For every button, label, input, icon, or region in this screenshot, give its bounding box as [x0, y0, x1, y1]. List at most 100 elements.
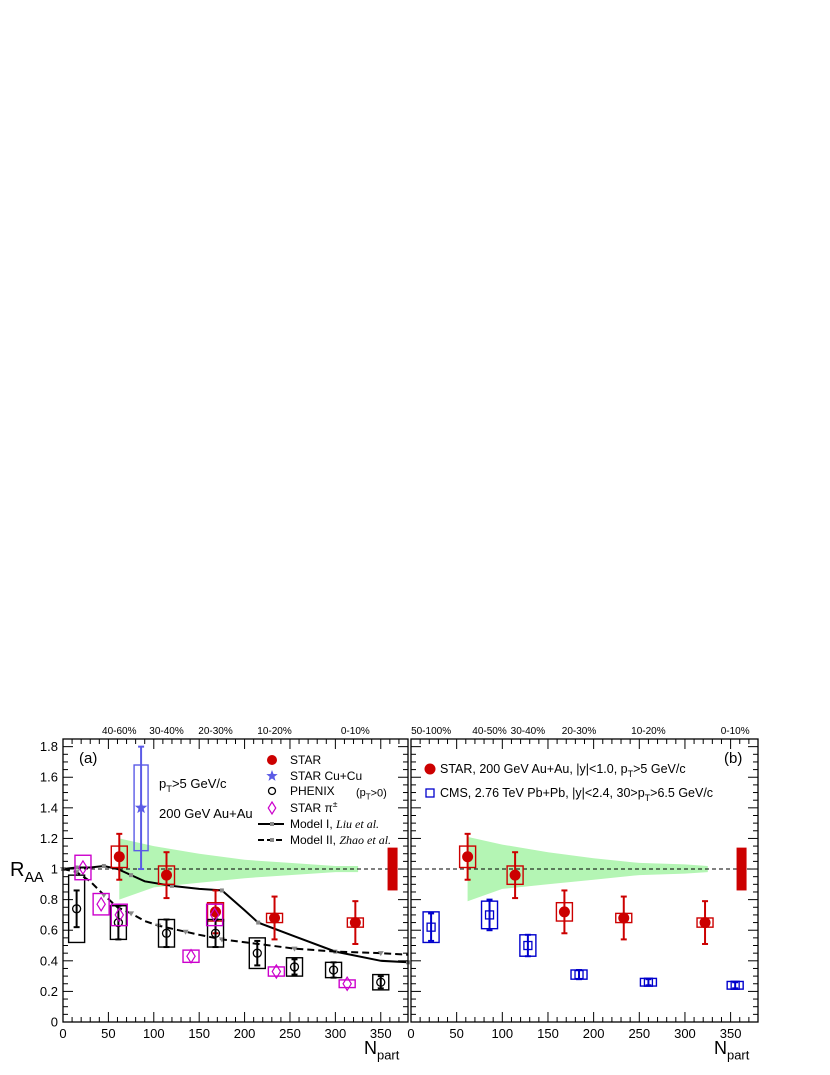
data-point — [71, 904, 82, 914]
legend-b: STAR, 200 GeV Au+Au, |y|<1.0, pT>5 GeV/c… — [424, 762, 713, 803]
model-point — [169, 883, 174, 888]
text-part: STAR — [290, 753, 321, 767]
y-tick-label: 1.6 — [40, 770, 58, 785]
systematic-box — [338, 979, 356, 989]
x-tick-label: 150 — [537, 1026, 559, 1041]
data-point — [328, 965, 339, 975]
legend-label: CMS, 2.76 TeV Pb+Pb, |y|<2.4, 30>pT>6.5 … — [440, 786, 713, 803]
x-tick-label: 300 — [325, 1026, 347, 1041]
data-point — [134, 801, 148, 814]
centrality-label: 20-30% — [562, 726, 597, 737]
text-part: PHENIX — [290, 784, 335, 798]
model-point — [256, 920, 261, 925]
x-tick-label: 0 — [59, 1026, 66, 1041]
text-part: T — [166, 784, 172, 794]
data-point — [252, 948, 262, 958]
legend-label: Model I, Liu et al. — [290, 817, 379, 831]
data-point — [96, 896, 106, 912]
series-star — [110, 832, 365, 945]
systematic-box — [67, 874, 86, 944]
data-point — [349, 917, 361, 929]
model-point — [219, 888, 224, 893]
data-point — [730, 980, 740, 990]
x-tick-label: 200 — [234, 1026, 256, 1041]
model-point — [74, 865, 79, 870]
systematic-box — [92, 892, 110, 916]
legend-label: STAR, 200 GeV Au+Au, |y|<1.0, pT>5 GeV/c — [440, 762, 686, 779]
centrality-label: 10-20% — [257, 726, 292, 737]
series-star — [458, 832, 714, 945]
text-part: p — [159, 776, 166, 791]
data-point — [113, 917, 124, 928]
text-part: ± — [333, 799, 338, 809]
centrality-label: 30-40% — [511, 726, 546, 737]
legend-label: STAR — [290, 753, 321, 767]
data-point — [342, 976, 353, 992]
text-part: >5 GeV/c — [172, 776, 227, 791]
text-part: N — [364, 1038, 377, 1058]
systematic-box — [248, 937, 266, 970]
systematic-box — [110, 903, 128, 927]
panel-a: 0 50 100 150 200 250 300 350 0 0.2 0.4 0.6 0.8 1 1.2 1.… — [10, 726, 410, 1062]
data-point — [289, 962, 300, 972]
data-point — [558, 906, 570, 918]
y-tick-label: 0 — [51, 1015, 58, 1030]
centrality-label: 20-30% — [198, 726, 233, 737]
centrality-label: 30-40% — [149, 726, 184, 737]
model-point — [182, 929, 189, 935]
y-tick-label: 1 — [51, 862, 58, 877]
model-point — [100, 893, 107, 899]
model-point — [377, 951, 384, 957]
text-part: STAR Cu+Cu — [290, 769, 362, 783]
legend-marker — [425, 788, 435, 798]
x-tick-label: 0 — [407, 1026, 414, 1041]
text-part: STAR, 200 GeV Au+Au, |y|<1.0, p — [440, 762, 628, 776]
panel-label: (b) — [724, 750, 742, 767]
text-part: T — [645, 793, 651, 803]
legend-label: STAR Cu+Cu — [290, 769, 362, 783]
text-part: T — [366, 792, 371, 801]
text-part: N — [714, 1038, 727, 1058]
x-tick-label: 300 — [674, 1026, 696, 1041]
legend-label: Model II, Zhao et al. — [290, 833, 391, 847]
text-part: AA — [24, 870, 44, 886]
x-tick-label: 100 — [143, 1026, 165, 1041]
normalization-box — [387, 847, 398, 891]
data-point — [523, 940, 533, 951]
legend-note: (pT>0) — [356, 787, 387, 801]
x-tick-label: 50 — [449, 1026, 463, 1041]
x-axis-label: Npart — [714, 1038, 750, 1062]
systematic-box — [267, 966, 286, 977]
y-tick-label: 1.4 — [40, 800, 58, 815]
text-part: T — [628, 769, 634, 779]
text-part: Zhao et al. — [339, 833, 391, 847]
model-curve-1 — [62, 864, 409, 964]
text-part: Liu et al. — [335, 817, 379, 831]
legend-line-marker — [270, 822, 274, 826]
legend-marker — [424, 763, 436, 775]
text-part: CMS, 2.76 TeV Pb+Pb, |y|<2.4, 30>p — [440, 786, 645, 800]
centrality-label: 0-10% — [721, 726, 750, 737]
data-point — [210, 928, 221, 938]
text-part: Model II, — [290, 833, 339, 847]
series-star- — [74, 854, 356, 992]
x-tick-label: 100 — [491, 1026, 513, 1041]
centrality-label: 40-60% — [102, 726, 137, 737]
data-point — [161, 869, 172, 881]
data-point — [462, 851, 474, 863]
panel-b: 0 50 100 150 200 250 300 350 50-100% 40-50% 30-40%… — [407, 726, 759, 1062]
legend-marker — [266, 770, 278, 781]
data-point — [271, 963, 282, 980]
systematic-box — [285, 957, 304, 977]
data-point — [113, 851, 125, 863]
series-cms — [422, 898, 744, 990]
data-point — [699, 917, 711, 929]
text-part: part — [377, 1047, 400, 1062]
data-point — [426, 922, 436, 932]
panel-label: (a) — [79, 750, 97, 767]
text-part: STAR π — [290, 801, 333, 815]
data-point — [574, 969, 584, 980]
model-curve-2 — [62, 868, 409, 956]
